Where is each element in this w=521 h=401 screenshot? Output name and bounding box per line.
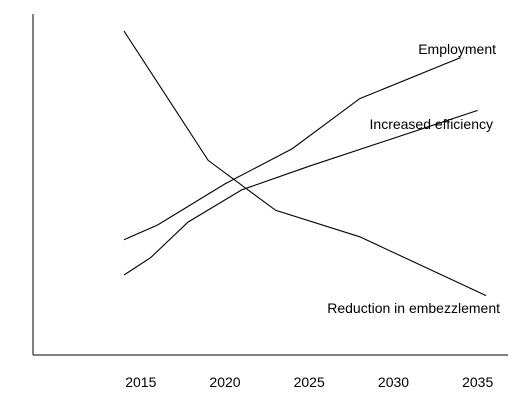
x-tick-label: 2035 bbox=[462, 374, 493, 390]
x-tick-label: 2015 bbox=[125, 374, 156, 390]
series-label-increased-efficiency: Increased efficiency bbox=[370, 116, 493, 132]
x-tick-label: 2030 bbox=[378, 374, 409, 390]
series-labels: Employment Increased efficiency Reduction … bbox=[327, 41, 500, 316]
x-tick-label: 2025 bbox=[294, 374, 325, 390]
series-line-increased-efficiency bbox=[123, 109, 478, 276]
series-layer bbox=[123, 30, 487, 297]
x-tick-label: 2020 bbox=[209, 374, 240, 390]
series-label-reduction-in-embezzlement: Reduction in embezzlement bbox=[327, 300, 500, 316]
series-line-reduction-in-embezzlement bbox=[123, 30, 487, 297]
series-label-employment: Employment bbox=[418, 41, 496, 57]
series-line-employment bbox=[123, 56, 462, 241]
x-tick-labels: 2015 2020 2025 2030 2035 bbox=[125, 374, 493, 390]
